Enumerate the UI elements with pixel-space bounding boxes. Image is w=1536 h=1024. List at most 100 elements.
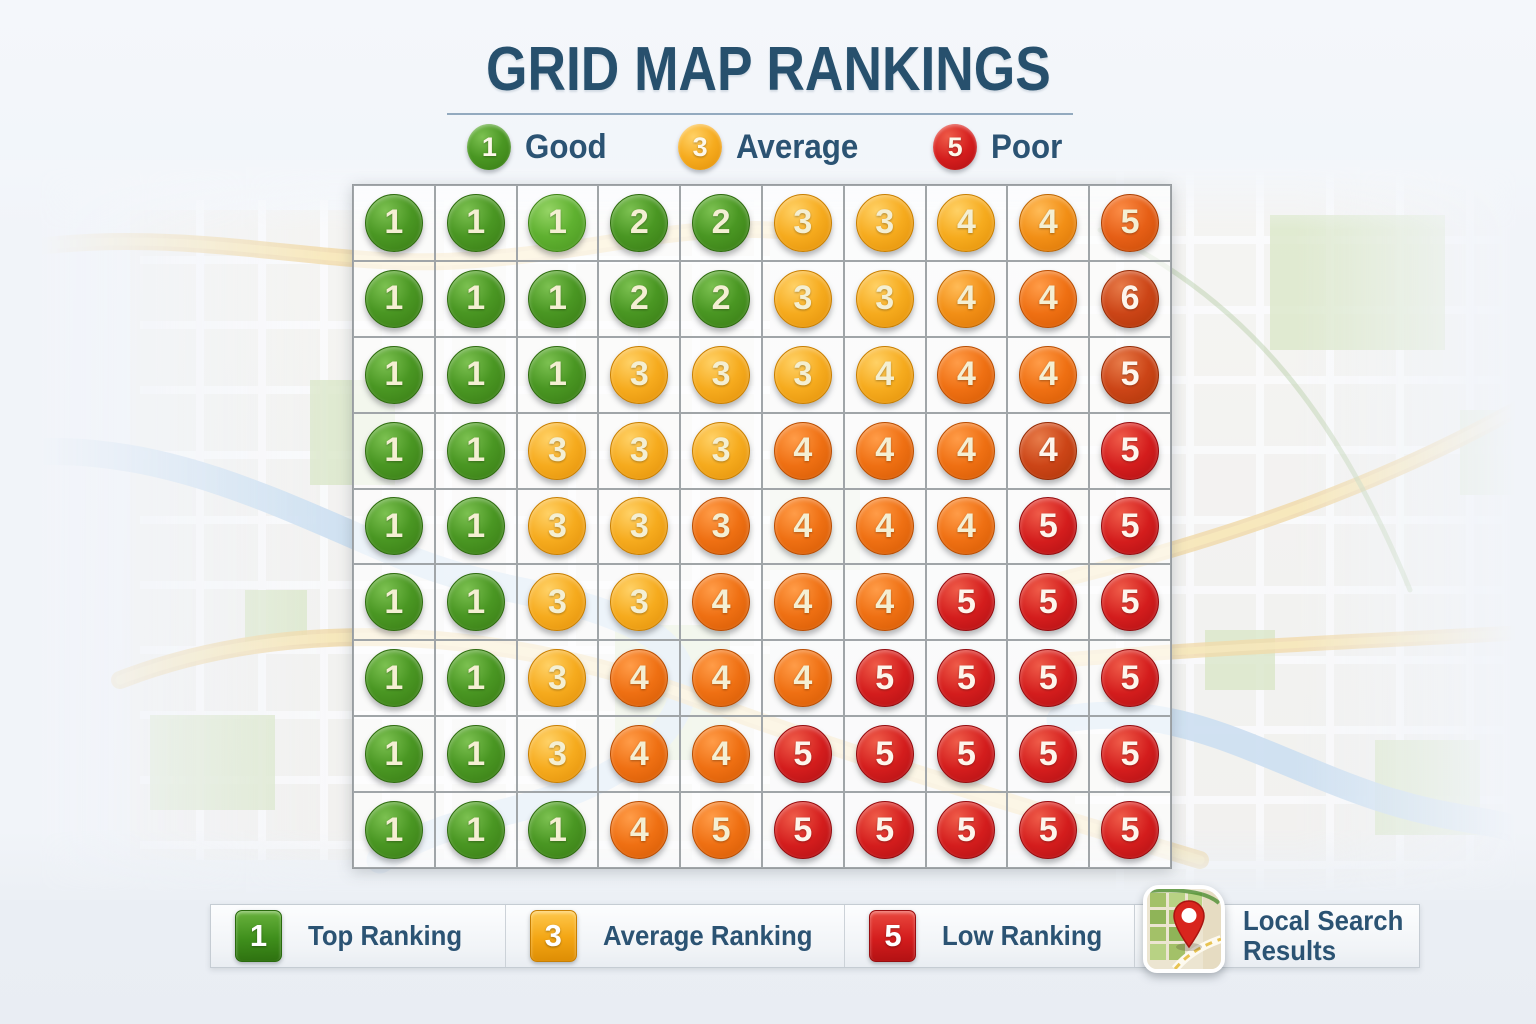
grid-cell: 3 [843, 185, 926, 261]
grid-cell: 5 [1007, 564, 1090, 641]
rank-value: 2 [711, 279, 731, 318]
rank-bubble: 5 [1101, 573, 1160, 632]
rank-bubble: 4 [855, 573, 914, 632]
bottom-legend-label: Average Ranking [602, 920, 813, 951]
grid-cell: 4 [680, 564, 762, 641]
rank-value: 3 [875, 203, 895, 242]
grid-cell: 5 [1089, 336, 1171, 413]
rank-value: 5 [793, 810, 813, 849]
rank-bubble: 4 [692, 649, 751, 708]
rank-value: 1 [466, 810, 486, 849]
rank-value: 3 [629, 582, 649, 621]
rank-bubble: 1 [446, 421, 505, 480]
rank-value: 5 [1120, 734, 1140, 773]
legend-label: Good [525, 127, 608, 166]
grid-cell: 1 [434, 564, 517, 641]
rank-value: 1 [548, 203, 567, 242]
rank-bubble: 1 [446, 193, 505, 252]
rank-value: 1 [466, 203, 486, 242]
grid-cell: 4 [925, 185, 1008, 261]
grid-cell: 5 [762, 716, 844, 793]
rank-bubble: 1 [446, 269, 505, 328]
rank-bubble: 3 [692, 497, 751, 556]
rank-bubble: 2 [610, 269, 669, 328]
rank-bubble: 1 [528, 345, 587, 404]
rank-bubble: 1 [446, 801, 505, 860]
grid-cell: 3 [680, 412, 762, 489]
grid-cell: 4 [598, 792, 681, 868]
grid-cell: 1 [516, 336, 599, 413]
rank-value: 1 [466, 431, 486, 470]
rank-value: 5 [875, 734, 895, 773]
rank-value: 4 [711, 582, 731, 621]
rank-value: 1 [466, 658, 486, 697]
rank-bubble: 4 [773, 421, 832, 480]
grid-cell: 4 [925, 488, 1008, 565]
grid-cell: 1 [434, 412, 517, 489]
grid-cell: 3 [516, 716, 599, 793]
rank-bubble: 5 [1019, 573, 1078, 632]
legend-label: Average [736, 127, 859, 166]
rank-bubble: 1 [364, 269, 423, 328]
rank-value: 5 [1038, 506, 1058, 545]
grid-cell: 4 [1007, 260, 1090, 337]
grid-cell: 5 [1089, 412, 1171, 489]
rank-value: 5 [1120, 810, 1140, 849]
rank-bubble: 1 [446, 649, 505, 708]
rank-bubble: 1 [364, 801, 423, 860]
grid-cell: 3 [598, 488, 681, 565]
rank-value: 4 [875, 582, 895, 621]
grid-cell: 1 [516, 185, 599, 261]
grid-cell: 5 [925, 716, 1008, 793]
grid-cell: 1 [353, 260, 435, 337]
poor-rank-icon: 5 [933, 124, 978, 170]
rank-value: 5 [1120, 658, 1140, 697]
grid-cell: 3 [843, 260, 926, 337]
rank-value: 1 [384, 203, 404, 242]
rank-value: 5 [957, 582, 976, 621]
rank-bubble: 5 [1101, 193, 1160, 252]
grid-cell: 5 [1007, 716, 1090, 793]
rank-value: 4 [957, 506, 976, 545]
rank-value: 1 [384, 734, 404, 773]
rank-bubble: 3 [773, 193, 832, 252]
grid-cell: 4 [925, 336, 1008, 413]
rank-bubble: 4 [937, 193, 996, 252]
rank-value: 1 [466, 279, 486, 318]
legend-item-poor: 5 Poor [933, 124, 1068, 170]
rank-value: 5 [875, 658, 895, 697]
rank-bubble: 5 [773, 725, 832, 784]
rank-bubble: 5 [1101, 421, 1160, 480]
rank-value: 4 [629, 658, 649, 697]
rank-value: 6 [1120, 279, 1140, 318]
grid-cell: 1 [516, 792, 599, 868]
rank-bubble: 5 [692, 801, 751, 860]
grid-cell: 3 [516, 488, 599, 565]
rank-value: 4 [711, 658, 731, 697]
rank-bubble: 1 [364, 193, 423, 252]
rank-value: 1 [384, 582, 404, 621]
rank-bubble: 5 [937, 649, 996, 708]
rank-value: 3 [793, 355, 813, 394]
rank-bubble: 1 [528, 801, 587, 860]
rank-bubble: 1 [446, 725, 505, 784]
rank-bubble: 1 [364, 725, 423, 784]
grid-cell: 4 [843, 488, 926, 565]
rank-value: 4 [875, 355, 895, 394]
grid-cell: 1 [353, 336, 435, 413]
grid-cell: 3 [762, 260, 844, 337]
rank-bubble: 1 [528, 193, 587, 252]
rank-value: 5 [1120, 355, 1140, 394]
rank-bubble: 3 [855, 193, 914, 252]
bottom-legend-average-ranking: 3 Average Ranking [506, 905, 846, 967]
rank-bubble: 4 [1019, 193, 1078, 252]
grid-cell: 4 [1007, 185, 1090, 261]
rank-value: 5 [957, 658, 976, 697]
rank-bubble: 4 [1019, 345, 1078, 404]
grid-cell: 5 [1007, 640, 1090, 717]
rank-bubble: 5 [937, 725, 996, 784]
rank-bubble: 1 [446, 497, 505, 556]
rank-value: 1 [466, 582, 486, 621]
rank-bubble: 4 [773, 649, 832, 708]
grid-cell: 4 [843, 412, 926, 489]
